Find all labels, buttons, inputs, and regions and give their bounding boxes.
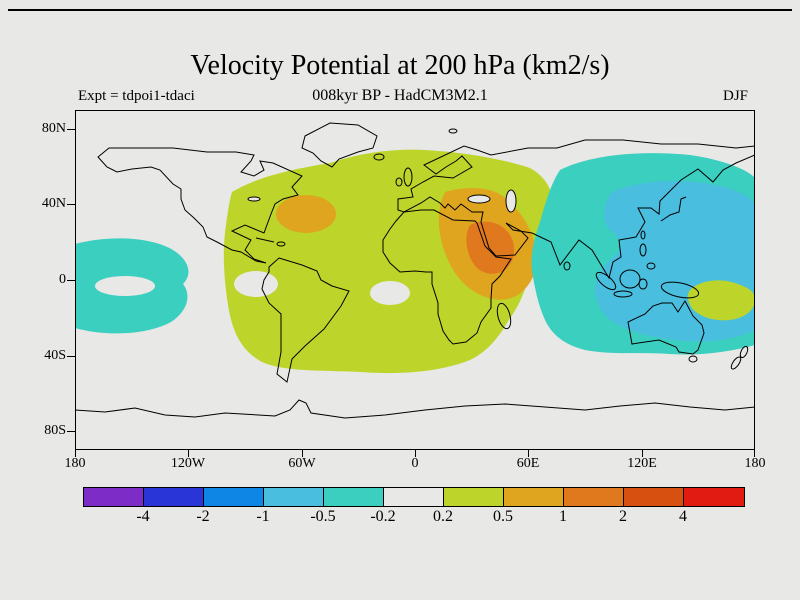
island-outline xyxy=(739,345,749,359)
map-border xyxy=(75,110,755,450)
island-outline xyxy=(373,153,385,161)
x-axis-tick xyxy=(302,450,303,457)
positive-core-north-america xyxy=(276,195,336,233)
y-axis-tick-label: 40N xyxy=(41,196,66,211)
positive-anomaly-southwest-pacific xyxy=(687,280,755,321)
colorbar-cell xyxy=(204,488,264,506)
x-axis-tick-label: 0 xyxy=(411,456,419,471)
x-axis-tick xyxy=(528,450,529,457)
colorbar-tick-label: 4 xyxy=(679,508,687,525)
figure-subtitle: 008kyr BP - HadCM3M2.1 xyxy=(312,87,488,104)
coastline-australia xyxy=(627,300,705,355)
coastline-japan xyxy=(660,196,687,222)
colorbar-tick-label: 0.5 xyxy=(493,508,513,525)
x-axis-tick xyxy=(188,450,189,457)
neutral-hole xyxy=(234,271,278,297)
season-label: DJF xyxy=(722,88,748,104)
colorbar-cell xyxy=(624,488,684,506)
coastlines xyxy=(97,122,755,383)
y-axis-tick xyxy=(67,204,75,205)
map-plot xyxy=(75,110,755,450)
x-axis-tick xyxy=(754,450,755,457)
colorbar-cell xyxy=(384,488,444,506)
colorbar-cell xyxy=(264,488,324,506)
y-axis-tick xyxy=(67,356,75,357)
y-axis-tick xyxy=(67,431,75,432)
x-axis-tick-label: 120E xyxy=(627,456,657,471)
page-top-border xyxy=(8,9,792,11)
experiment-label: Expt = tdpoi1-tdaci xyxy=(78,88,195,104)
colorbar-tick-label: -1 xyxy=(256,508,270,525)
x-axis-tick-label: 180 xyxy=(744,456,766,471)
y-axis-tick-label: 40S xyxy=(44,348,66,363)
coastline-greenland xyxy=(301,122,378,168)
island-outline xyxy=(395,177,403,187)
y-axis-tick-label: 80N xyxy=(41,121,66,136)
lake-outline xyxy=(247,196,261,202)
x-axis-tick xyxy=(415,450,416,457)
colorbar-cell xyxy=(324,488,384,506)
neutral-hole xyxy=(95,276,155,296)
x-axis-tick-label: 180 xyxy=(64,456,86,471)
x-axis-tick-label: 120W xyxy=(170,456,206,471)
island-outline xyxy=(595,271,617,291)
coastline-africa xyxy=(382,209,512,345)
colorbar-tick-label: -0.2 xyxy=(370,508,396,525)
island-outline xyxy=(496,302,512,330)
neutral-hole xyxy=(370,281,410,305)
island-outline xyxy=(448,128,458,134)
y-axis-tick-label: 0 xyxy=(59,272,66,287)
island-outline xyxy=(640,230,646,240)
colorbar-cell xyxy=(84,488,144,506)
island-outline xyxy=(613,290,633,298)
colorbar-cell xyxy=(144,488,204,506)
island-outline xyxy=(276,241,286,247)
coastline-eurasia xyxy=(397,139,755,280)
y-axis-tick xyxy=(67,280,75,281)
colorbar-cell xyxy=(684,488,744,506)
island-outline xyxy=(639,243,647,257)
island-outline xyxy=(638,278,648,290)
x-axis-tick xyxy=(642,450,643,457)
colorbar-tick-label: 1 xyxy=(559,508,567,525)
island-outline xyxy=(688,355,698,363)
figure-title: Velocity Potential at 200 hPa (km2/s) xyxy=(190,50,610,81)
y-axis-tick xyxy=(67,129,75,130)
island-outline xyxy=(660,281,700,299)
island-outline xyxy=(619,269,641,289)
colorbar-cell xyxy=(504,488,564,506)
x-axis-tick-label: 60W xyxy=(288,456,316,471)
lake-outline xyxy=(467,194,491,204)
island-outline xyxy=(646,262,656,270)
coastline-north-america xyxy=(97,147,303,264)
colorbar xyxy=(83,487,745,507)
coastline-cuba xyxy=(255,237,275,243)
colorbar-tick-label: -0.5 xyxy=(310,508,336,525)
x-axis-tick-label: 60E xyxy=(516,456,540,471)
colorbar-tick-label: 0.2 xyxy=(433,508,453,525)
island-outline xyxy=(730,356,742,370)
colorbar-cell xyxy=(564,488,624,506)
island-outline xyxy=(563,261,571,271)
colorbar-tick-label: 2 xyxy=(619,508,627,525)
colorbar-tick-label: -2 xyxy=(196,508,210,525)
colorbar-cell xyxy=(444,488,504,506)
y-axis-tick-label: 80S xyxy=(44,423,66,438)
x-axis-tick xyxy=(75,450,76,457)
lake-outline xyxy=(505,189,517,213)
island-outline xyxy=(403,167,413,187)
positive-inner-core-arabia xyxy=(466,221,515,274)
coastline-antarctica xyxy=(75,399,755,450)
colorbar-tick-label: -4 xyxy=(136,508,150,525)
coastline-south-america xyxy=(261,257,350,383)
